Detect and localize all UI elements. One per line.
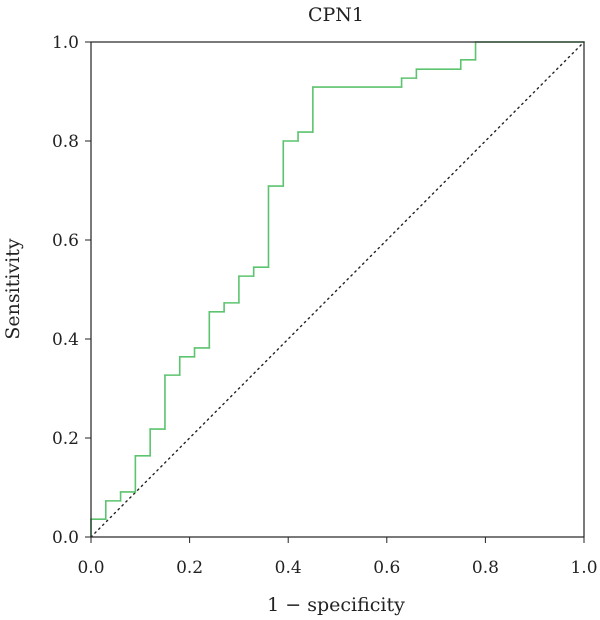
y-tick-label: 0.8: [52, 132, 79, 152]
roc-curve-point: [119, 500, 122, 502]
roc-curve-point: [312, 86, 314, 88]
y-tick-label: 0.6: [52, 231, 79, 251]
roc-curve-point: [178, 374, 181, 376]
plot-frame: [90, 41, 585, 538]
roc-curve-point: [134, 491, 137, 493]
roc-curve-point: [267, 185, 270, 187]
roc-curve-point: [474, 59, 477, 61]
x-tick-label: 0.0: [77, 558, 104, 578]
x-tick-label: 0.6: [373, 558, 400, 578]
roc-curve-point: [282, 185, 285, 187]
roc-curve-point: [104, 518, 107, 520]
x-axis-title: 1 − specificity: [267, 594, 405, 616]
x-axis: 0.0 0.2 0.4 0.6 0.8 1.0: [77, 537, 598, 578]
roc-curve-point: [415, 68, 418, 71]
y-axis: 0.0 0.2 0.4 0.6 0.8 1.0: [52, 33, 91, 548]
roc-curve-point: [400, 77, 403, 79]
roc-curve-point: [149, 428, 151, 430]
y-tick-label: 0.4: [52, 330, 79, 350]
roc-curve-point: [297, 131, 299, 133]
roc-curve-point: [149, 455, 151, 457]
roc-curve-point: [164, 428, 166, 430]
y-tick-label: 0.0: [52, 528, 79, 548]
roc-curve-point: [104, 500, 107, 502]
roc-curve-point: [252, 275, 255, 277]
roc-curve-point: [400, 86, 403, 88]
roc-curve-point: [223, 302, 225, 304]
roc-curve-layer: [90, 41, 585, 538]
roc-curve-point: [208, 347, 211, 349]
x-tick-label: 0.2: [176, 558, 203, 578]
roc-curve-point: [415, 77, 418, 79]
roc-curve-point: [459, 59, 462, 61]
roc-curve-point: [119, 491, 122, 493]
y-axis-title: Sensitivity: [2, 238, 24, 339]
roc-curve-point: [223, 310, 225, 313]
x-tick-label: 0.4: [275, 558, 302, 578]
roc-curve-point: [208, 310, 211, 313]
roc-curve-point: [238, 275, 240, 277]
roc-curve-point: [193, 356, 196, 358]
roc-curve-point: [164, 374, 166, 376]
roc-curve-point: [134, 455, 137, 457]
x-tick-label: 1.0: [570, 558, 597, 578]
roc-curve-point: [178, 356, 181, 358]
reference-line-layer: [90, 41, 585, 538]
roc-curve-point: [312, 131, 314, 133]
y-tick-label: 0.2: [52, 429, 79, 449]
roc-curve-point: [193, 347, 196, 349]
chart-title: CPN1: [308, 4, 364, 26]
y-tick-label: 1.0: [52, 33, 79, 53]
reference-diagonal-line: [90, 41, 585, 538]
roc-curve-point: [459, 68, 462, 71]
x-tick-label: 0.8: [472, 558, 499, 578]
roc-curve-point: [282, 140, 285, 142]
roc-curve-point: [252, 266, 255, 269]
roc-curve-point: [238, 302, 240, 304]
roc-curve-point: [267, 266, 270, 269]
roc-curve-point: [297, 140, 299, 142]
